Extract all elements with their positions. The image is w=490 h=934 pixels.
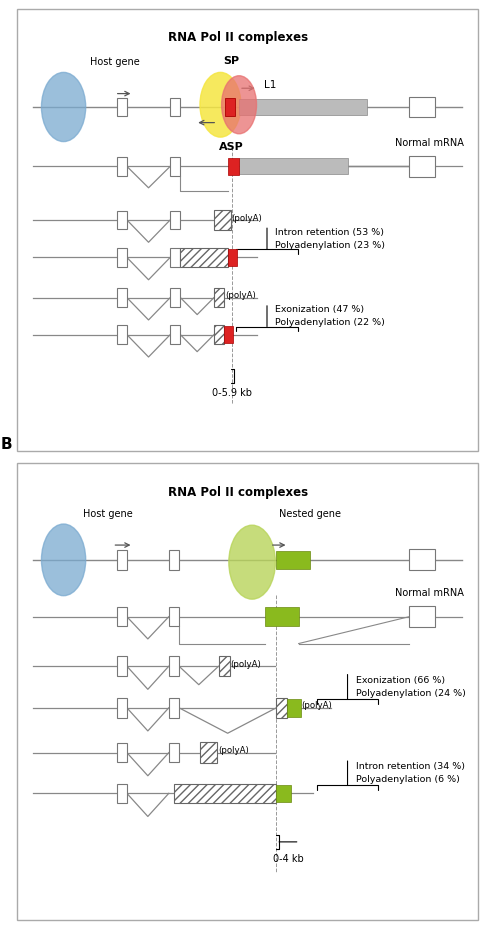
Bar: [228, 158, 239, 175]
Bar: [288, 699, 300, 716]
Ellipse shape: [200, 73, 241, 137]
Ellipse shape: [42, 73, 86, 142]
Text: Exonization (47 %)
Polyadenylation (22 %): Exonization (47 %) Polyadenylation (22 %…: [275, 305, 385, 327]
Text: Host gene: Host gene: [83, 509, 133, 519]
Bar: [174, 784, 276, 803]
Text: B: B: [0, 437, 12, 452]
Text: Exonization (66 %)
Polyadenylation (24 %): Exonization (66 %) Polyadenylation (24 %…: [356, 676, 466, 698]
Bar: [219, 656, 230, 676]
Bar: [117, 698, 127, 717]
Bar: [276, 698, 288, 717]
Bar: [276, 551, 310, 569]
Bar: [199, 743, 217, 763]
Text: 0-4 kb: 0-4 kb: [272, 854, 303, 864]
Bar: [117, 325, 127, 344]
Text: SP: SP: [223, 56, 239, 66]
Bar: [170, 289, 180, 307]
Bar: [117, 657, 127, 676]
Text: (polyA): (polyA): [232, 214, 262, 222]
Ellipse shape: [229, 525, 275, 600]
Text: RNA Pol II complexes: RNA Pol II complexes: [168, 487, 308, 500]
Bar: [169, 657, 179, 676]
Ellipse shape: [221, 76, 257, 134]
Bar: [214, 288, 224, 307]
Bar: [169, 698, 179, 717]
Bar: [169, 743, 179, 762]
Ellipse shape: [42, 524, 86, 596]
Text: (polyA): (polyA): [225, 291, 256, 301]
Bar: [409, 549, 435, 571]
Bar: [170, 248, 180, 267]
Bar: [409, 97, 435, 118]
Bar: [170, 325, 180, 344]
Text: Host gene: Host gene: [90, 57, 140, 67]
Text: L1: L1: [264, 79, 276, 90]
Bar: [265, 607, 299, 626]
Text: (polyA): (polyA): [231, 659, 262, 669]
Text: ASP: ASP: [219, 142, 244, 152]
Bar: [117, 248, 127, 267]
Text: RNA Pol II complexes: RNA Pol II complexes: [168, 32, 308, 44]
Bar: [117, 98, 127, 117]
Text: Normal mRNA: Normal mRNA: [395, 587, 464, 598]
Text: (polyA): (polyA): [301, 701, 332, 711]
Bar: [170, 157, 180, 176]
Bar: [409, 606, 435, 628]
Bar: [225, 98, 235, 117]
Text: Nested gene: Nested gene: [279, 509, 342, 519]
Text: (polyA): (polyA): [218, 746, 249, 756]
Text: Intron retention (53 %)
Polyadenylation (23 %): Intron retention (53 %) Polyadenylation …: [275, 228, 385, 249]
Bar: [239, 99, 367, 115]
Bar: [170, 98, 180, 117]
Bar: [117, 550, 127, 570]
Bar: [214, 210, 231, 230]
Bar: [117, 210, 127, 230]
Bar: [117, 784, 127, 803]
Bar: [214, 325, 224, 344]
Bar: [409, 156, 435, 177]
Bar: [117, 743, 127, 762]
Text: Intron retention (34 %)
Polyadenylation (6 %): Intron retention (34 %) Polyadenylation …: [356, 762, 465, 784]
Bar: [224, 326, 234, 343]
Bar: [117, 157, 127, 176]
Text: Normal mRNA: Normal mRNA: [395, 138, 464, 149]
Bar: [276, 785, 291, 802]
Bar: [180, 248, 228, 267]
Bar: [239, 159, 348, 175]
Bar: [228, 249, 237, 266]
Bar: [117, 607, 127, 627]
Bar: [117, 289, 127, 307]
Bar: [170, 210, 180, 230]
Text: 0-5.9 kb: 0-5.9 kb: [212, 388, 252, 398]
Bar: [169, 550, 179, 570]
Bar: [169, 607, 179, 627]
